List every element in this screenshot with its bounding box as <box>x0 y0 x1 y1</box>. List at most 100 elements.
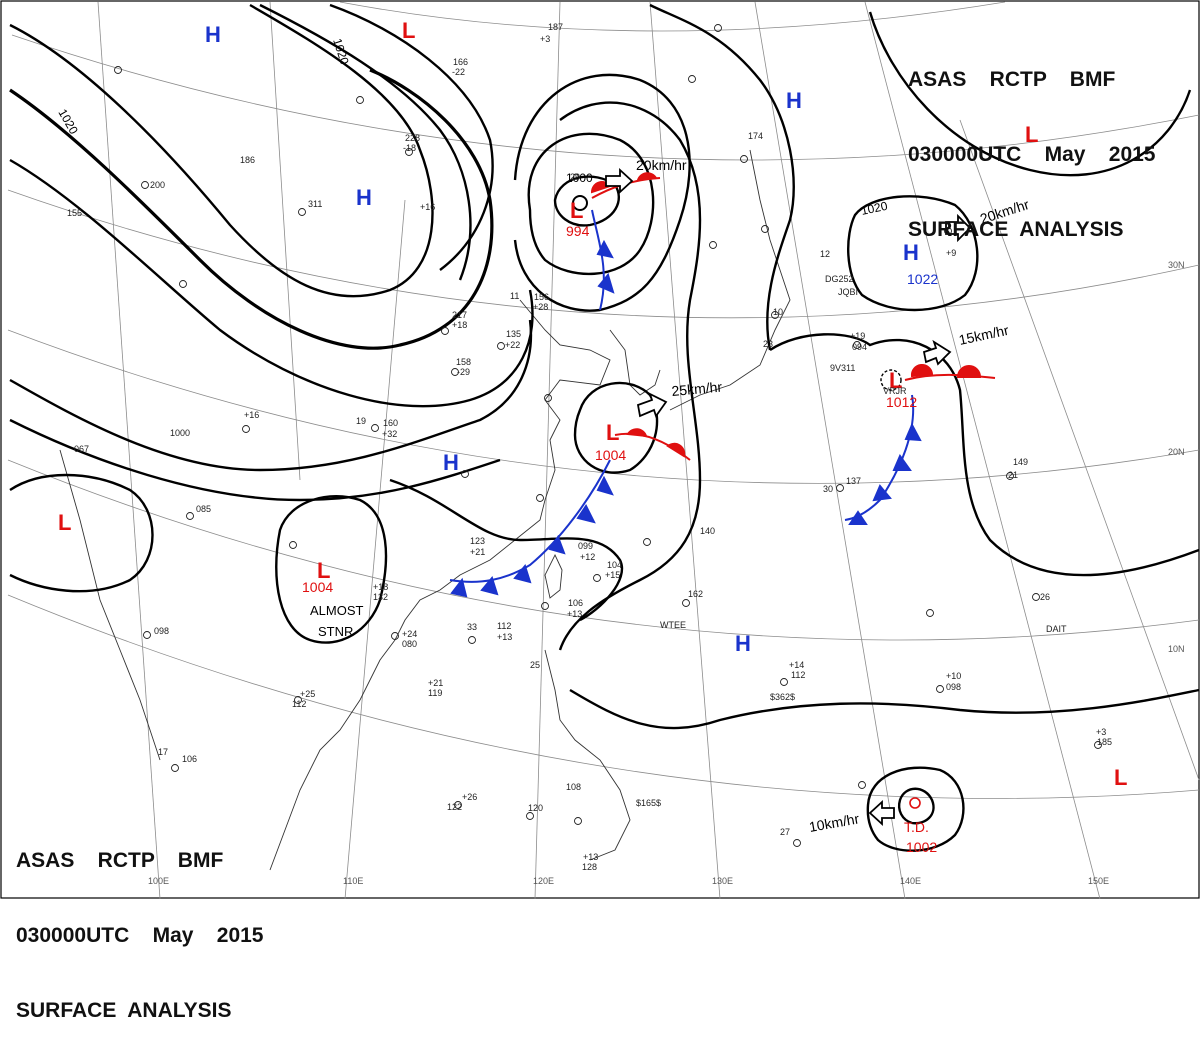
station-plot-value: $362$ <box>770 692 795 702</box>
station-plot-value: 108 <box>566 782 581 792</box>
station-plot-value: +15 <box>605 570 620 580</box>
station-plot-value: 123 <box>470 536 485 546</box>
isobar-low <box>275 495 388 644</box>
longitude-line <box>269 1 301 481</box>
station-plot-value: +3 <box>1096 727 1106 737</box>
low-center-dashed <box>880 369 902 391</box>
header-line-1: ASAS RCTP BMF <box>16 849 224 872</box>
cold-front-barb <box>450 577 468 598</box>
station-plot-value: 085 <box>196 504 211 514</box>
station-circle <box>294 696 302 704</box>
station-circle <box>858 781 866 789</box>
latitude-label: 10N <box>1168 644 1185 654</box>
isobar-high <box>847 195 979 312</box>
motion-arrows <box>605 167 972 827</box>
station-plot-value: 106 <box>182 754 197 764</box>
longitude-line <box>649 1 721 899</box>
station-circle <box>643 538 651 546</box>
header-line-2: 030000UTC May 2015 <box>908 143 1156 166</box>
high-pressure-center: H <box>903 240 919 265</box>
station-plot-value: 21 <box>1008 470 1018 480</box>
station-plot-value: 099 <box>578 541 593 551</box>
isobar-low <box>527 132 655 276</box>
longitude-line <box>534 1 561 899</box>
station-circle <box>714 24 722 32</box>
station-plot-value: 128 <box>582 862 597 872</box>
warm-front-bump <box>636 172 658 182</box>
station-plot-value: DG252 <box>825 274 854 284</box>
low-pressure-center: L <box>58 510 71 535</box>
isobar <box>9 473 154 593</box>
station-circle <box>544 394 552 402</box>
station-plot-value: +12 <box>580 552 595 562</box>
latitude-line <box>11 34 1200 161</box>
station-plot-value: 23 <box>763 339 773 349</box>
station-plot-value: 149 <box>1013 457 1028 467</box>
station-circle <box>1006 472 1014 480</box>
longitude-label: 120E <box>533 876 554 886</box>
longitude-line <box>959 119 1200 781</box>
low-pressure-center: L <box>317 558 330 583</box>
japan-coast <box>669 149 791 411</box>
isobar <box>558 101 702 651</box>
station-circle <box>143 631 151 639</box>
station-circle <box>1032 593 1040 601</box>
low-pressure-center: L <box>1025 122 1038 147</box>
header-line-2: 030000UTC May 2015 <box>16 924 264 947</box>
station-circle <box>298 208 306 216</box>
central-pressure: 1012 <box>886 394 917 410</box>
station-plot-value: +16 <box>244 410 259 420</box>
station-plot-value: 26 <box>1040 592 1050 602</box>
central-pressure: 1004 <box>595 447 626 463</box>
station-plot-value: 174 <box>748 131 763 141</box>
taiwan-coast <box>544 553 563 599</box>
station-plot-value: -22 <box>452 67 465 77</box>
motion-arrow <box>945 213 972 243</box>
station-plot-value: 33 <box>467 622 477 632</box>
station-plot-value: 098 <box>154 626 169 636</box>
graticule <box>7 1 1200 899</box>
tropical-depression-pressure: 1002 <box>906 839 937 855</box>
station-plot-value: 29 <box>570 172 580 182</box>
latitude-line <box>7 594 1200 799</box>
longitude-line <box>97 1 161 899</box>
station-plot-value: 228 <box>405 133 420 143</box>
station-plot-value: 104 <box>607 560 622 570</box>
station-plot-value: 158 <box>456 357 471 367</box>
map-labels: 100E 110E 120E 130E 140E 150E30N20N10N1020102… <box>55 18 1184 886</box>
station-plot-value: +21 <box>470 547 485 557</box>
high-pressure-center: H <box>735 631 751 656</box>
station-plot-value: +18 <box>373 582 388 592</box>
station-plot-value: +32 <box>382 429 397 439</box>
longitude-label: 110E <box>343 876 363 886</box>
station-circle <box>944 227 952 235</box>
china-coast <box>394 299 611 641</box>
warm-front-line <box>904 373 996 381</box>
station-circle <box>688 75 696 83</box>
cold-front-line <box>591 209 605 311</box>
isobar-label: 1020 <box>330 37 352 67</box>
warm-front-bump <box>956 365 982 378</box>
longitude-label: 100E <box>148 876 169 886</box>
station-plot-value: 187 <box>548 22 563 32</box>
high-pressure-center: H <box>786 88 802 113</box>
low-pressure-center: L <box>606 420 619 445</box>
latitude-line <box>339 1 1006 32</box>
station-plot-value: +22 <box>505 340 520 350</box>
cold-front-barb <box>596 475 614 496</box>
cold-front-line <box>844 394 915 521</box>
station-circle <box>186 512 194 520</box>
cold-front-barb <box>872 484 892 502</box>
isobar-td-outer <box>866 766 965 852</box>
longitude-label: 140E <box>900 876 921 886</box>
station-plot-value: 160 <box>383 418 398 428</box>
station-plot-value: 156 <box>534 292 549 302</box>
longitude-line <box>754 1 906 899</box>
station-plot-value: +14 <box>789 660 804 670</box>
korea-coast <box>609 329 661 396</box>
td-symbol <box>909 797 921 809</box>
station-plot-value: 30 <box>823 484 833 494</box>
motion-arrow <box>922 339 952 366</box>
station-plot-value: 098 <box>946 682 961 692</box>
central-pressure: 1022 <box>907 271 938 287</box>
